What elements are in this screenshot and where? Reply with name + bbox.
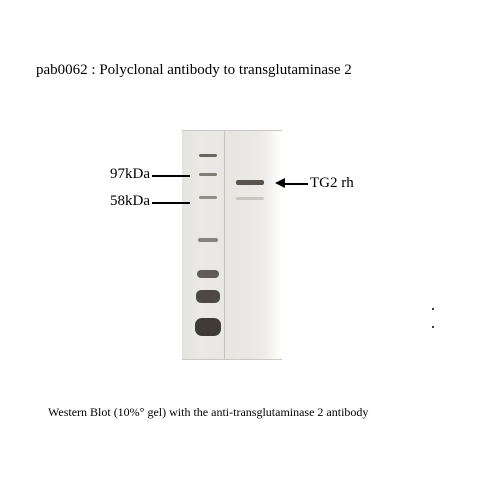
decorative-dot	[432, 308, 434, 310]
ladder-band	[199, 154, 217, 157]
figure-title: pab0062 : Polyclonal antibody to transgl…	[36, 62, 352, 79]
ladder-band	[199, 173, 217, 176]
decorative-dot	[432, 326, 434, 328]
target-band-tg2	[236, 180, 264, 185]
ladder-band	[197, 270, 219, 278]
ladder-band	[198, 238, 218, 242]
target-arrow-line	[283, 183, 308, 185]
ladder-band	[199, 196, 217, 199]
ladder-band	[195, 318, 221, 336]
marker-tick	[152, 175, 190, 177]
figure-caption: Western Blot (10%° gel) with the anti-tr…	[48, 405, 368, 420]
marker-tick	[152, 202, 190, 204]
mw-marker-97: 97kDa	[95, 166, 150, 183]
target-label: TG2 rh	[310, 175, 354, 192]
western-blot-image	[182, 130, 282, 360]
sample-band-faint	[236, 197, 264, 200]
ladder-band	[196, 290, 220, 303]
lane-divider	[224, 130, 225, 360]
mw-marker-58: 58kDa	[95, 193, 150, 210]
